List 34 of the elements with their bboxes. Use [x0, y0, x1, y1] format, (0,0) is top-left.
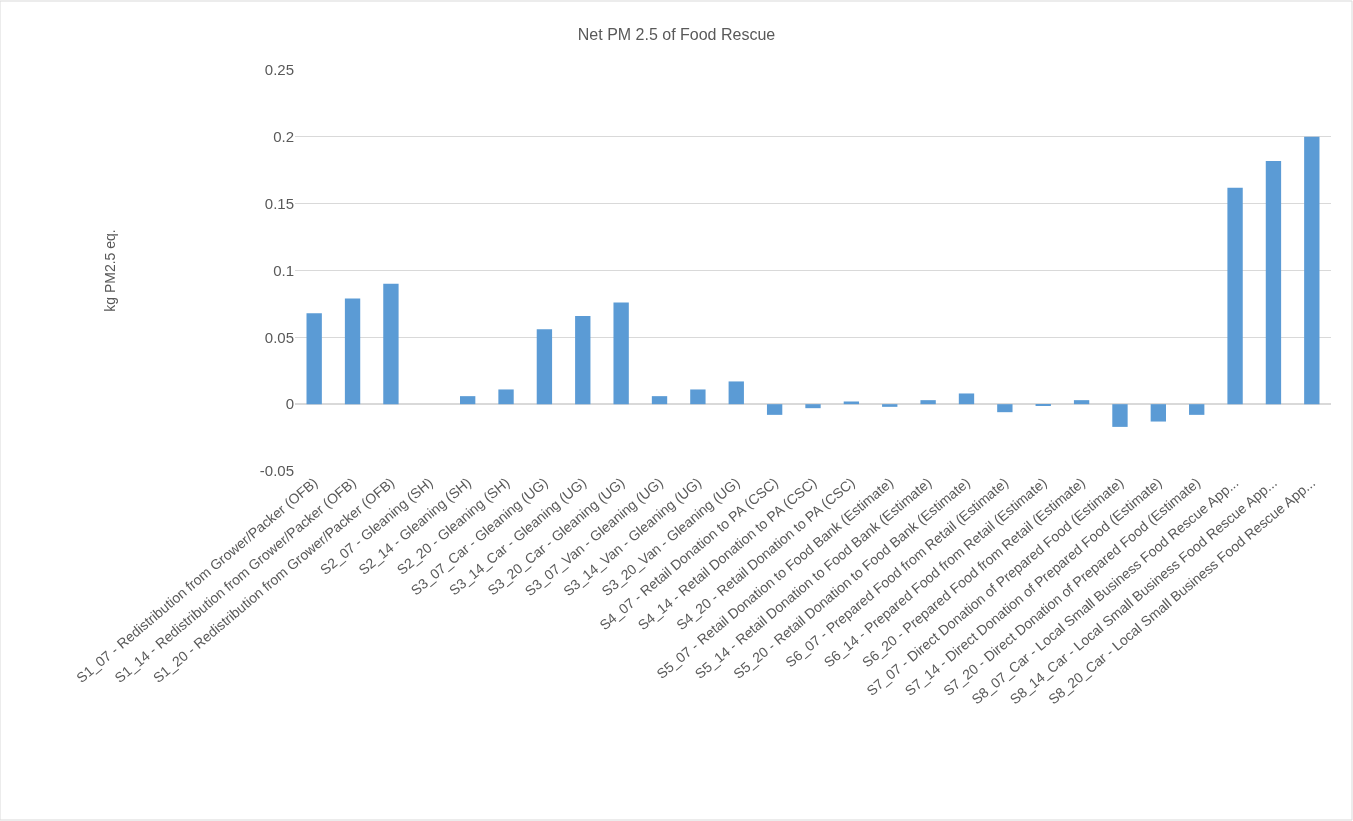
- bar: [1073, 400, 1090, 405]
- bar: [459, 396, 476, 405]
- bar: [805, 404, 821, 409]
- bar: [613, 302, 629, 405]
- bar: [344, 298, 361, 405]
- bar: [882, 404, 898, 407]
- y-tick-label: 0.15: [264, 194, 294, 212]
- chart-title: Net PM 2.5 of Food Rescue: [577, 25, 776, 43]
- bar: [1112, 404, 1128, 427]
- bar: [306, 313, 322, 405]
- y-tick-label: 0.2: [273, 128, 294, 146]
- bar: [920, 400, 936, 405]
- y-tick-label: 0: [285, 395, 294, 413]
- bar: [383, 283, 399, 405]
- bar: [1265, 160, 1282, 405]
- y-tick-label: -0.05: [259, 462, 294, 480]
- bar: [843, 401, 860, 405]
- y-tick-label: 0.1: [273, 261, 294, 279]
- bar: [1227, 187, 1243, 405]
- y-axis-title: kg PM2.5 eq.: [102, 229, 119, 312]
- y-tick-label: 0.25: [264, 61, 294, 79]
- bar: [1189, 404, 1205, 415]
- bar: [651, 396, 668, 405]
- y-tick-label: 0.05: [264, 328, 294, 346]
- bar: [1304, 136, 1320, 405]
- bar: [728, 381, 744, 405]
- bar: [997, 404, 1013, 413]
- bar: [1150, 404, 1167, 422]
- bar: [766, 404, 783, 415]
- bar: [536, 329, 553, 405]
- bar: [690, 389, 706, 405]
- bar: [498, 389, 514, 405]
- bar: [958, 393, 975, 405]
- bar: [575, 315, 591, 405]
